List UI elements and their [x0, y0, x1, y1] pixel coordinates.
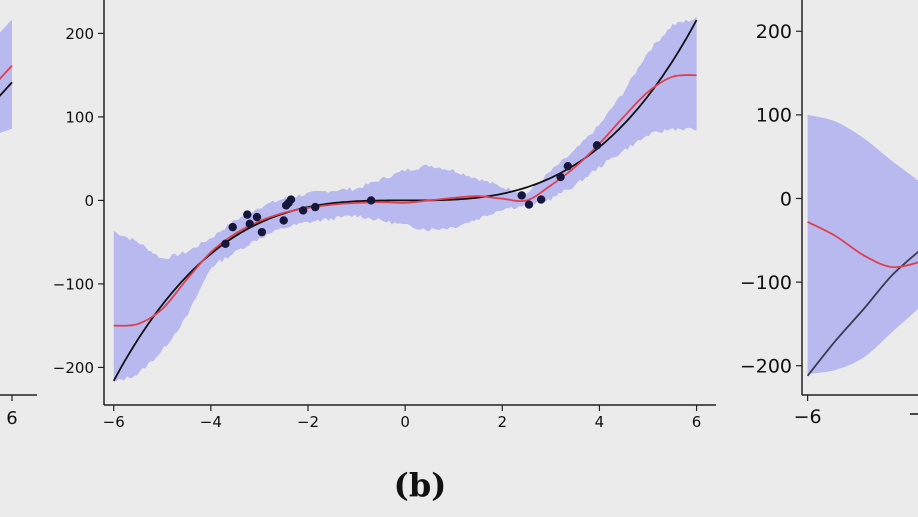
- plot-area: [0, 19, 13, 133]
- posterior-mean-line: [0, 64, 13, 81]
- observation-point: [252, 212, 262, 222]
- figure-caption: (b): [393, 466, 447, 504]
- y-tick-label: 100: [65, 108, 94, 126]
- confidence-band: [0, 19, 12, 133]
- observation-point: [524, 200, 534, 209]
- posterior-mean-line: [807, 221, 918, 269]
- x-tick-label: 4: [595, 413, 605, 431]
- plot-area: [806, 114, 918, 377]
- confidence-band: [807, 114, 918, 375]
- true-function-line: [112, 19, 698, 382]
- observation-point: [536, 195, 546, 204]
- observation-point: [228, 222, 237, 232]
- observation-point: [556, 172, 565, 182]
- y-tick-label: 0: [780, 188, 792, 210]
- x-tick-label: 0: [400, 413, 410, 431]
- x-tick-label: −6: [794, 406, 822, 428]
- observation-point: [221, 239, 230, 249]
- x-tick-label: −6: [103, 413, 125, 431]
- observation-point: [592, 141, 602, 150]
- observation-point: [257, 227, 267, 237]
- observation-point: [366, 196, 376, 205]
- x-tick-label: −4: [200, 413, 222, 431]
- x-tick-label: 6: [692, 413, 702, 431]
- observation-point: [563, 161, 573, 171]
- panel-right: 200 100 0 −100 −200 −6: [740, 0, 918, 428]
- x-tick-label: 2: [498, 413, 508, 431]
- plot-area: [112, 16, 698, 382]
- panel-left: 6: [0, 19, 37, 429]
- x-tick-label: 6: [6, 408, 17, 429]
- panel-center: 200 100 0 −100 −200 −6 −4 −2 0 2 4 6: [53, 0, 716, 431]
- observation-point: [311, 202, 320, 212]
- observation-point: [298, 206, 308, 215]
- y-tick-label: 0: [84, 192, 94, 210]
- observation-point: [286, 195, 296, 204]
- true-function-line: [0, 81, 13, 97]
- y-tick-label: −200: [740, 356, 792, 378]
- observation-point: [279, 216, 288, 225]
- observation-point: [245, 219, 254, 228]
- y-tick-label: −100: [740, 272, 792, 294]
- observation-point: [517, 191, 526, 200]
- y-tick-label: −100: [53, 275, 94, 293]
- confidence-band: [113, 16, 697, 382]
- y-tick-label: 200: [65, 25, 94, 43]
- y-tick-label: 100: [756, 105, 792, 127]
- observation-point: [243, 210, 252, 219]
- y-tick-label: 200: [756, 21, 792, 43]
- y-tick-label: −200: [53, 359, 94, 377]
- x-tick-label: −2: [297, 413, 319, 431]
